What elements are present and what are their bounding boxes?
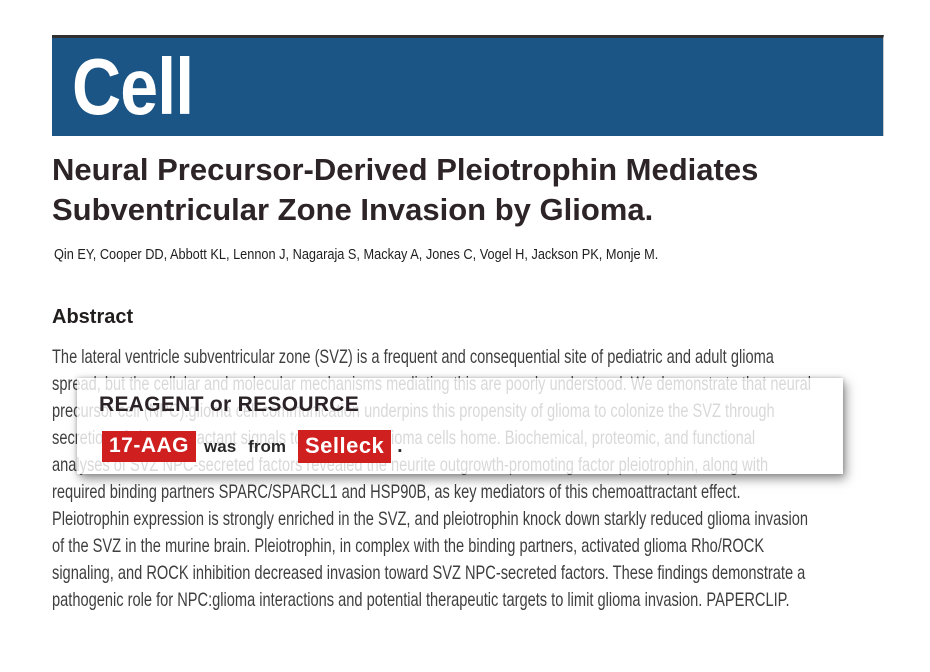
abstract-line: The lateral ventricle subventricular zon… xyxy=(52,346,774,368)
paper-title: Neural Precursor-Derived Pleiotrophin Me… xyxy=(52,152,759,227)
vendor-highlight[interactable]: Selleck xyxy=(297,430,392,463)
journal-banner: Cell xyxy=(52,35,884,136)
abstract-line: required binding partners SPARC/SPARCL1 … xyxy=(52,481,741,503)
abstract-line: of the SVZ in the murine brain. Pleiotro… xyxy=(52,535,765,557)
author-list: Qin EY, Cooper DD, Abbott KL, Lennon J, … xyxy=(54,246,659,263)
reagent-popup-heading: REAGENT or RESOURCE xyxy=(99,393,360,416)
reagent-sentence-word: from xyxy=(248,436,286,456)
reagent-sentence-word: was xyxy=(204,436,237,456)
sentence-period: . xyxy=(397,435,403,457)
reagent-sentence: 17-AAG was from Selleck . xyxy=(102,430,403,463)
abstract-heading: Abstract xyxy=(52,306,134,328)
reagent-annotation-popup: REAGENT or RESOURCE 17-AAG was from Sell… xyxy=(77,378,843,474)
cell-journal-logo: Cell xyxy=(72,42,194,131)
abstract-line: signaling, and ROCK inhibition decreased… xyxy=(52,562,806,584)
reagent-highlight[interactable]: 17-AAG xyxy=(102,431,197,462)
abstract-line: pathogenic role for NPC:glioma interacti… xyxy=(52,589,790,611)
abstract-line: Pleiotrophin expression is strongly enri… xyxy=(52,508,809,530)
